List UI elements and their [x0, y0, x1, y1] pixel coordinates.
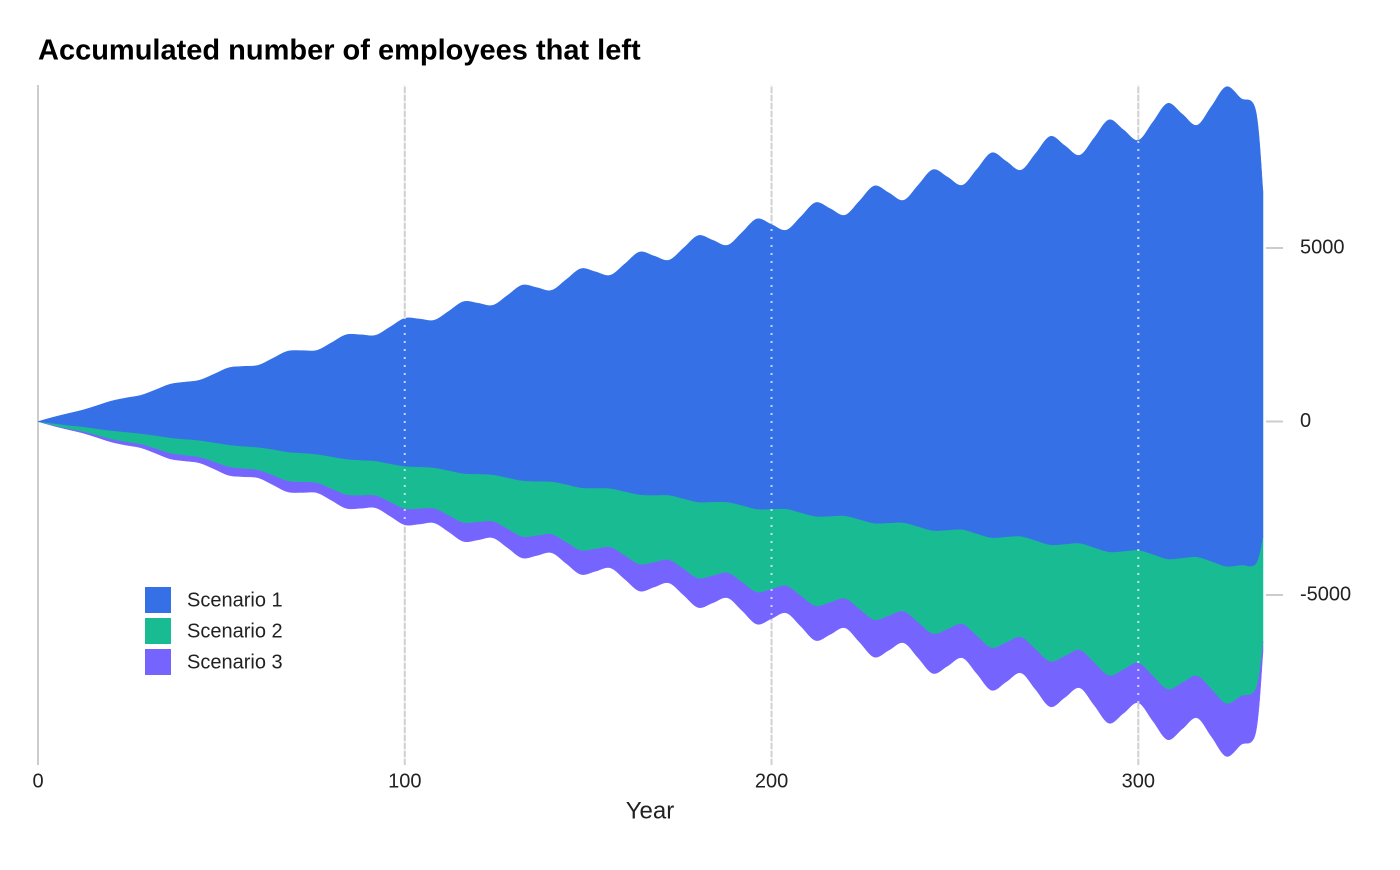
y-tick-label: -5000	[1300, 583, 1351, 605]
legend-label: Scenario 1	[187, 589, 283, 611]
legend-swatch	[145, 618, 171, 644]
x-axis-label: Year	[626, 797, 675, 824]
y-tick-label: 5000	[1300, 236, 1345, 258]
chart-title: Accumulated number of employees that lef…	[38, 35, 641, 67]
x-tick-label: 200	[755, 770, 788, 792]
x-tick-label: 300	[1122, 770, 1155, 792]
legend-label: Scenario 3	[187, 651, 283, 673]
legend-swatch	[145, 649, 171, 675]
x-tick-label: 0	[32, 770, 43, 792]
stream-area	[37, 86, 1264, 567]
legend-label: Scenario 2	[187, 620, 283, 642]
y-tick-label: 0	[1300, 410, 1311, 432]
legend-swatch	[145, 587, 171, 613]
x-tick-label: 100	[388, 770, 421, 792]
